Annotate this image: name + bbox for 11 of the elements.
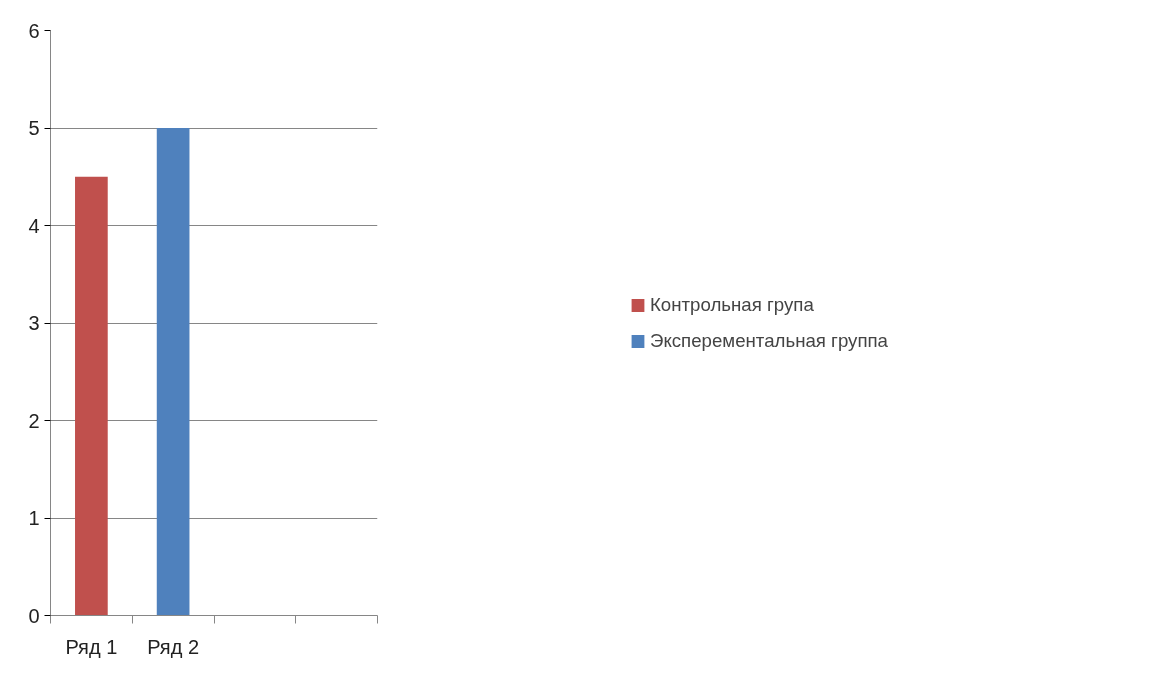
legend-label: Контрольная група [649, 293, 814, 316]
y-tick-label: 0 [28, 604, 40, 627]
y-tick-label: 1 [28, 507, 40, 529]
legend-label: Эксперементальная группа [649, 329, 889, 352]
y-tick-label: 2 [28, 409, 40, 432]
x-tick-label: Ряд 2 [147, 635, 200, 658]
y-tick-label: 4 [28, 214, 40, 237]
y-tick-label: 5 [28, 117, 40, 139]
x-tick-label: Ряд 1 [65, 635, 118, 658]
y-tick-label: 6 [28, 19, 40, 42]
y-tick-label: 3 [28, 312, 40, 334]
